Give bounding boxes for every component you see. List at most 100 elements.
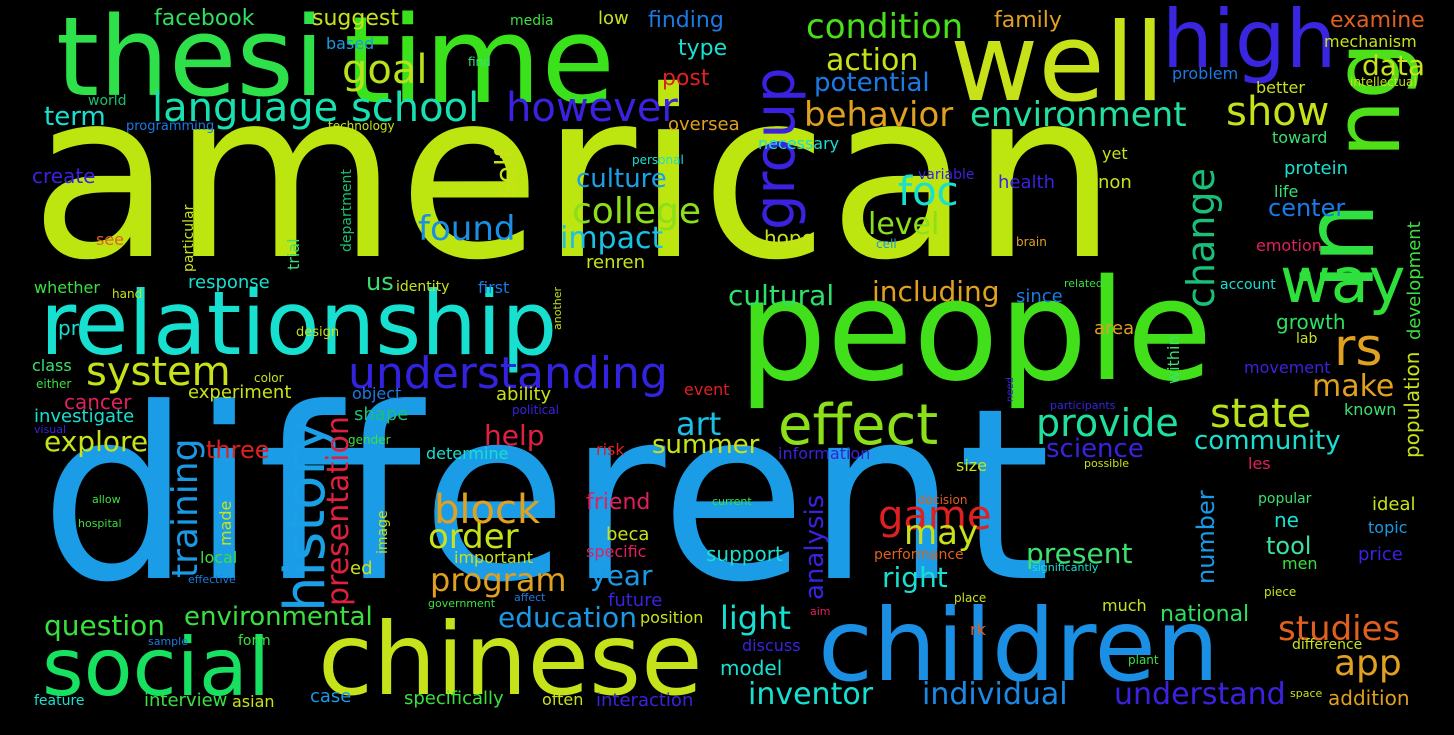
word-programming: programming (126, 119, 215, 134)
word-identity: identity (396, 279, 450, 295)
word-us: us (366, 268, 394, 296)
word-beca: beca (606, 524, 650, 545)
word-object: object (352, 384, 402, 403)
word-world: world (88, 93, 127, 109)
word-non: non (1098, 172, 1132, 193)
word-children: children (818, 587, 1220, 704)
word-block: block (434, 487, 541, 533)
word-app: app (1334, 643, 1402, 684)
word-post: post (662, 66, 710, 91)
word-first: first (478, 278, 510, 297)
word-allow: allow (92, 493, 121, 506)
word-rs: rs (1334, 318, 1383, 378)
word-impact: impact (560, 221, 664, 256)
word-create: create (32, 164, 96, 188)
word-center: center (1268, 194, 1346, 222)
word-type: type (678, 36, 728, 61)
word-social: social (42, 621, 271, 714)
word-high: high (1162, 0, 1337, 86)
word-program: program (430, 561, 567, 599)
word-much: much (1102, 596, 1147, 615)
word-may: may (904, 513, 979, 553)
word-sample: sample (148, 635, 188, 648)
word-oversea: oversea (668, 114, 740, 135)
word-find: find (468, 55, 491, 69)
word-question: question (44, 609, 165, 642)
word-form: form (238, 633, 271, 649)
word-friend: friend (586, 490, 651, 515)
word-asian: asian (232, 692, 275, 711)
word-government: government (428, 597, 496, 610)
word-image: image (375, 510, 391, 554)
word-difference: difference (1292, 637, 1363, 653)
word-better: better (1256, 78, 1305, 97)
word-affect: affect (514, 591, 546, 604)
word-explore: explore (44, 425, 149, 458)
word-including: including (872, 275, 1000, 308)
word-life: life (1274, 182, 1299, 201)
word-order: order (428, 517, 519, 557)
word-cell: cell (876, 237, 897, 251)
word-renren: renren (586, 252, 645, 273)
word-foc: foc (898, 169, 959, 215)
word-related: related (1064, 277, 1103, 290)
word-problem: problem (1172, 64, 1239, 83)
word-color: color (254, 371, 284, 385)
word-specifically: specifically (404, 688, 504, 709)
word-change: change (1179, 168, 1223, 308)
word-visual: visual (34, 423, 67, 436)
word-cancer: cancer (64, 390, 132, 414)
word-risk: risk (596, 440, 625, 459)
word-people: people (738, 250, 1213, 413)
word-lab: lab (1296, 331, 1318, 347)
word-community: community (1194, 426, 1341, 456)
word-effect: effect (778, 393, 939, 458)
word-aim: aim (810, 605, 831, 618)
word-effective: effective (188, 573, 236, 586)
word-made: made (216, 500, 235, 546)
word-training: training (165, 438, 206, 578)
word-low: low (598, 8, 629, 29)
word-ne: ne (1274, 508, 1299, 532)
word-population: population (1400, 351, 1424, 458)
word-culture: culture (576, 164, 667, 194)
word-size: size (956, 456, 988, 475)
word-thesi: thesi (56, 0, 325, 121)
word-important: important (454, 548, 534, 567)
word-behavior: behavior (804, 95, 954, 135)
word-way: way (1280, 244, 1406, 317)
word-since: since (1016, 286, 1063, 307)
word-men: men (1282, 554, 1318, 573)
word-rk: rk (970, 620, 986, 639)
word-addition: addition (1328, 686, 1410, 710)
word-within: within (1164, 335, 1183, 384)
word-current: current (712, 495, 752, 508)
word-analysis: analysis (800, 494, 830, 600)
word-account: account (1220, 277, 1276, 293)
word-possible: possible (1084, 457, 1130, 470)
word-different: different (40, 358, 1051, 635)
word-science: science (1046, 434, 1144, 464)
word-pr: pr (58, 316, 79, 340)
word-personal: personal (632, 153, 684, 167)
word-examine: examine (1330, 8, 1425, 33)
word-facebook: facebook (154, 6, 255, 31)
word-toward: toward (1272, 128, 1328, 147)
word-health: health (998, 172, 1055, 193)
word-time: time (344, 0, 616, 131)
word-either: either (36, 377, 72, 391)
word-studies: studies (1278, 609, 1401, 649)
word-experiment: experiment (188, 382, 292, 403)
word-position: position (640, 608, 704, 627)
word-finding: finding (648, 8, 724, 33)
word-american: american (30, 41, 1118, 311)
word-term: term (44, 102, 106, 132)
word-discuss: discuss (742, 636, 801, 655)
word-intellectual: intellectual (1350, 75, 1417, 89)
word-case: case (310, 686, 352, 707)
word-ability: ability (496, 384, 552, 405)
word-growth: growth (1276, 310, 1346, 334)
word-potential: potential (814, 68, 930, 98)
word-game: game (878, 493, 992, 539)
word-help: help (484, 419, 545, 452)
